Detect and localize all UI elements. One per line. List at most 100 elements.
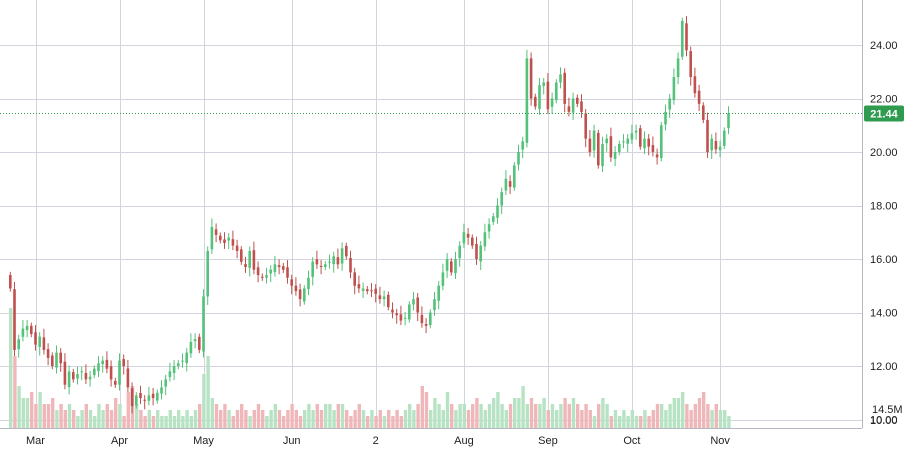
volume-bar — [139, 410, 143, 428]
candle-body — [546, 81, 550, 110]
volume-bar — [235, 410, 240, 428]
volume-bar — [609, 416, 613, 428]
volume-bar — [513, 398, 517, 428]
candle-body — [424, 324, 428, 326]
volume-bar — [563, 398, 567, 428]
candle-body — [114, 380, 117, 385]
x-tick-label: Nov — [710, 435, 730, 447]
volume-bar — [723, 410, 727, 428]
volume-bar — [55, 410, 59, 428]
volume-bar — [647, 416, 651, 428]
volume-bars — [9, 308, 731, 428]
candle-body — [143, 399, 146, 401]
volume-bar — [265, 416, 269, 428]
volume-bar — [67, 404, 72, 428]
volume-bar — [30, 392, 34, 428]
volume-bar — [59, 404, 63, 428]
candle-body — [202, 296, 205, 352]
volume-bar — [618, 416, 622, 428]
candle-body — [437, 285, 440, 301]
candle-body — [84, 372, 88, 380]
volume-bar — [382, 416, 387, 428]
candle-body — [521, 141, 524, 150]
candle-body — [25, 325, 29, 331]
candle-body — [601, 143, 604, 167]
candle-body — [55, 352, 58, 368]
volume-tag: 14.5M — [864, 402, 910, 416]
candle-body — [193, 339, 197, 342]
volume-bar — [651, 410, 655, 428]
candle-body — [639, 128, 642, 147]
candle-body — [319, 265, 323, 268]
candle-body — [408, 304, 411, 320]
volume-bar — [630, 410, 634, 428]
candle-body — [277, 265, 281, 268]
y-tick-label: 20.00 — [870, 147, 898, 159]
volume-bar — [605, 404, 609, 428]
volume-bar — [567, 404, 571, 428]
candle-body — [168, 371, 172, 377]
volume-bar — [198, 404, 202, 428]
candle-body — [580, 101, 583, 112]
volume-bar — [597, 404, 601, 428]
volume-bar — [88, 410, 93, 428]
candle-body — [126, 368, 130, 388]
y-tick-label: 12.00 — [870, 361, 898, 373]
volume-bar — [727, 416, 731, 428]
candle-body — [475, 244, 478, 259]
volume-bar — [441, 410, 445, 428]
volume-bar — [269, 410, 273, 428]
candle-body — [235, 245, 239, 251]
candle-body — [626, 138, 629, 144]
candle-body — [718, 146, 722, 151]
candle-body — [681, 20, 684, 57]
candle-body — [256, 267, 260, 276]
volume-bar — [143, 416, 147, 428]
candle-body — [672, 77, 676, 101]
volume-bar — [643, 410, 647, 428]
candle-body — [223, 239, 226, 243]
candle-body — [206, 250, 209, 297]
candle-body — [412, 299, 415, 305]
volume-bar — [156, 410, 160, 428]
volume-bar — [424, 392, 429, 428]
volume-bar — [366, 416, 370, 428]
volume-tag-bg — [864, 402, 910, 416]
volume-bar — [311, 410, 315, 428]
volume-bar — [504, 410, 508, 428]
candle-body — [307, 277, 310, 290]
volume-bar — [613, 410, 618, 428]
candle-body — [122, 359, 125, 366]
volume-bar — [324, 404, 328, 428]
candle-body — [660, 125, 663, 159]
candle-body — [139, 393, 142, 399]
candle-body — [429, 312, 432, 326]
candle-body — [668, 98, 671, 110]
volume-bar — [689, 410, 693, 428]
volume-bar — [227, 410, 231, 428]
volume-bar — [126, 392, 130, 428]
candle-body — [328, 261, 331, 263]
volume-bar — [550, 404, 555, 428]
volume-bar — [223, 404, 227, 428]
volume-bar — [370, 410, 374, 428]
candle-body — [697, 90, 701, 104]
candle-body — [185, 352, 188, 364]
candle-body — [357, 284, 361, 289]
candle-body — [59, 352, 62, 364]
candle-body — [727, 113, 730, 129]
volume-bar — [454, 410, 458, 428]
volume-bar — [340, 404, 345, 428]
volume-bar — [122, 416, 126, 428]
candle-body — [655, 154, 659, 158]
candle-body — [550, 98, 554, 107]
candle-body — [542, 82, 545, 86]
candle-body — [286, 267, 289, 278]
volume-bar — [135, 404, 139, 428]
candle-body — [30, 325, 33, 334]
candle-body — [294, 285, 298, 292]
candle-body — [181, 360, 184, 362]
candle-body — [46, 349, 50, 358]
